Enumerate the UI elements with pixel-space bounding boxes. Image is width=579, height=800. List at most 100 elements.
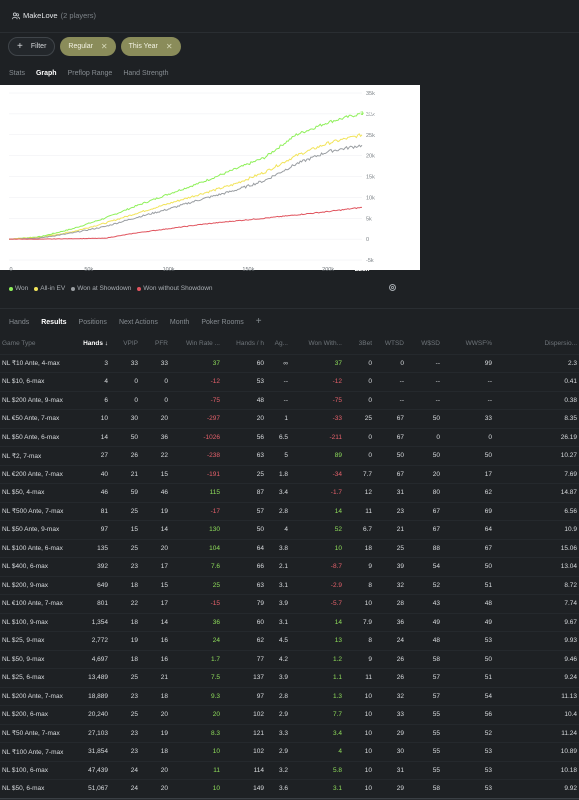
table-cell: 0 [406, 427, 442, 447]
tab-next-actions[interactable]: Next Actions [118, 319, 158, 326]
column-header[interactable]: VPIP [123, 340, 138, 348]
table-cell: 13 [290, 631, 344, 650]
column-header[interactable]: Dispersio... [544, 340, 577, 348]
table-cell: 24 [374, 631, 406, 650]
table-cell: 25 [170, 575, 222, 595]
legend-item-won-at-showdown[interactable]: Won at Showdown [71, 285, 131, 292]
legend-item-allin-ev[interactable]: All-in EV [34, 285, 65, 292]
table-row[interactable]: NL $50, 9-max 4,697 18 16 1.7 77 4.2 1.2 9 26 58 50… [0, 649, 579, 669]
table-row[interactable]: NL ₹10 Ante, 4-max 3 33 33 37 60 ∞ 37 0 0 -- 99 2.3 [0, 353, 579, 373]
table-cell: 77 [222, 649, 266, 669]
table-cell: 87 [222, 483, 266, 502]
column-header[interactable]: PFR [155, 340, 168, 348]
table-cell: 130 [170, 520, 222, 539]
tab-stats[interactable]: Stats [9, 70, 25, 77]
legend-dot [9, 286, 13, 291]
filter-button[interactable]: + Filter [8, 37, 56, 56]
results-graph[interactable]: 35k 30k 25k 20k 15k 10k 5k 0 -5k +$30,161.96 [0, 85, 420, 270]
column-header[interactable]: WTSD [384, 340, 404, 348]
column-header[interactable]: W$SD [421, 340, 440, 348]
filter-chip-this-year[interactable]: This Year ✕ [120, 37, 181, 56]
table-row[interactable]: NL ₹100 Ante, 7-max 31,854 23 18 10 102 2.9 4 10… [0, 742, 579, 761]
filter-chip-regular[interactable]: Regular ✕ [60, 37, 116, 56]
table-cell: 24 [170, 631, 222, 650]
table-cell: 11 [344, 668, 374, 687]
table-cell: NL $50 Ante, 6-max [0, 427, 68, 447]
table-cell: 7.74 [494, 594, 579, 613]
table-cell: 10 [68, 409, 110, 428]
table-row[interactable]: NL $200 Ante, 9-max 6 0 0 -75 48 -- -75 0 -- -- -- 0… [0, 390, 579, 410]
table-row[interactable]: NL ₹500 Ante, 7-max 81 25 19 -17 57 2.8 14 11 23 6… [0, 501, 579, 521]
table-cell: 31,854 [68, 742, 110, 761]
column-header[interactable]: Ag... [274, 340, 288, 348]
gear-icon[interactable] [388, 283, 397, 292]
table-row[interactable]: NL $400, 6-max 392 23 17 7.6 66 2.1 -8.7 9 39 54 50… [0, 557, 579, 576]
table-cell: -12 [170, 372, 222, 391]
column-header[interactable]: WWSF% [465, 340, 492, 348]
table-cell: 0 [140, 390, 170, 410]
table-row[interactable]: NL $50, 4-max 46 59 46 115 87 3.4 -1.7 12 31 80 62 1… [0, 483, 579, 502]
table-cell: 63 [222, 446, 266, 465]
tab-hands[interactable]: Hands [9, 319, 30, 326]
table-row[interactable]: NL $100, 9-max 1,354 18 14 36 60 3.1 14 7.9 36 49 4… [0, 612, 579, 632]
table-cell: -- [374, 390, 406, 410]
legend-item-won-without-showdown[interactable]: Won without Showdown [137, 285, 213, 292]
table-cell: 19 [140, 723, 170, 743]
tab-graph[interactable]: Graph [35, 70, 57, 77]
table-row[interactable]: NL €200 Ante, 7-max 40 21 15 -191 25 1.8 -34 7.7… [0, 464, 579, 484]
table-cell: 3.9 [266, 668, 290, 687]
table-cell: -- [266, 372, 290, 391]
table-cell: NL $100, 6-max [0, 760, 68, 780]
table-cell: 67 [442, 538, 494, 558]
table-cell: 32 [374, 686, 406, 706]
table-row[interactable]: NL $25, 6-max 13,489 25 21 7.5 137 3.9 1.1 11 26 5… [0, 668, 579, 687]
table-cell: NL ₹2, 7-max [0, 446, 68, 465]
table-cell: -17 [170, 501, 222, 521]
tab-poker-rooms[interactable]: Poker Rooms [201, 319, 244, 326]
table-row[interactable]: NL €100 Ante, 7-max 801 22 17 -15 79 3.9 -5.7 10… [0, 594, 579, 613]
table-row[interactable]: NL $100 Ante, 6-max 135 25 20 104 64 3.8 10 18 25… [0, 538, 579, 558]
table-row[interactable]: NL $50, 6-max 51,067 24 20 10 149 3.6 3.1 10 29 58… [0, 779, 579, 798]
column-header[interactable]: Game Type [2, 340, 36, 348]
column-header[interactable]: Win Rate ... [186, 340, 220, 348]
add-tab-icon[interactable]: + [255, 316, 262, 327]
tab-results[interactable]: Results [41, 319, 67, 326]
column-header[interactable]: 3Bet [358, 340, 372, 348]
table-cell: 60 [222, 612, 266, 632]
table-row[interactable]: NL ₹2, 7-max 27 26 22 -238 63 5 89 0 50 50 50 10.27 [0, 446, 579, 465]
table-row[interactable]: NL ₹50 Ante, 7-max 27,103 23 19 8.3 121 3.3 3.4… [0, 723, 579, 743]
table-cell: 9 [344, 557, 374, 576]
legend-item-won[interactable]: Won [9, 285, 28, 292]
table-cell: 0 [344, 372, 374, 391]
close-icon[interactable]: ✕ [100, 42, 108, 51]
tab-positions[interactable]: Positions [78, 319, 107, 326]
table-row[interactable]: NL $200, 6-max 20,240 25 20 20 102 2.9 7.7 10 33 5… [0, 705, 579, 724]
table-cell: -- [406, 372, 442, 391]
table-row[interactable]: NL $10, 6-max 4 0 0 -12 53 -- -12 0 -- -- -- 0.41 [0, 372, 579, 391]
table-row[interactable]: NL $100, 6-max 47,439 24 20 11 114 3.2 5.8 10 31 5… [0, 760, 579, 780]
table-cell: -12 [290, 372, 344, 391]
table-cell: 6 [68, 390, 110, 410]
column-header[interactable]: Hands / h [236, 340, 264, 348]
table-row[interactable]: NL $200 Ante, 7-max 18,889 23 18 9.3 97 2.8 1.3… [0, 686, 579, 706]
tab-hand-strength[interactable]: Hand Strength [123, 70, 169, 77]
tab-month[interactable]: Month [169, 319, 190, 326]
table-cell: -1.7 [290, 483, 344, 502]
table-cell: 53 [442, 779, 494, 798]
summary-row[interactable]: Summary221,2092419112593.24.11030565310.… [0, 797, 579, 800]
table-row[interactable]: NL $50 Ante, 6-max 14 50 36 -1026 56 6.5 -211 0 6… [0, 427, 579, 447]
table-row[interactable]: NL $200, 9-max 649 18 15 25 63 3.1 -2.9 8 32 52 51 8… [0, 575, 579, 595]
column-header[interactable]: Hands ↓ [83, 340, 108, 348]
table-row[interactable]: NL $25, 9-max 2,772 19 16 24 62 4.5 13 8 24 48 53 9.… [0, 631, 579, 650]
table-cell: 2.1 [266, 557, 290, 576]
column-header[interactable]: Won With... [308, 340, 342, 348]
table-cell: 67 [406, 520, 442, 539]
table-row[interactable]: NL €50 Ante, 7-max 10 30 20 -297 20 1 -33 25 67 50… [0, 409, 579, 428]
close-icon[interactable]: ✕ [165, 42, 173, 51]
player-selector[interactable]: MakeLove (2 players) [12, 11, 96, 20]
table-row[interactable]: NL $50 Ante, 9-max 97 15 14 130 50 4 52 6.7 21 67 6… [0, 520, 579, 539]
top-bar: MakeLove (2 players) [0, 0, 579, 33]
table-cell: 36 [170, 612, 222, 632]
table-cell: 79 [222, 594, 266, 613]
tab-preflop-range[interactable]: Preflop Range [67, 70, 113, 77]
